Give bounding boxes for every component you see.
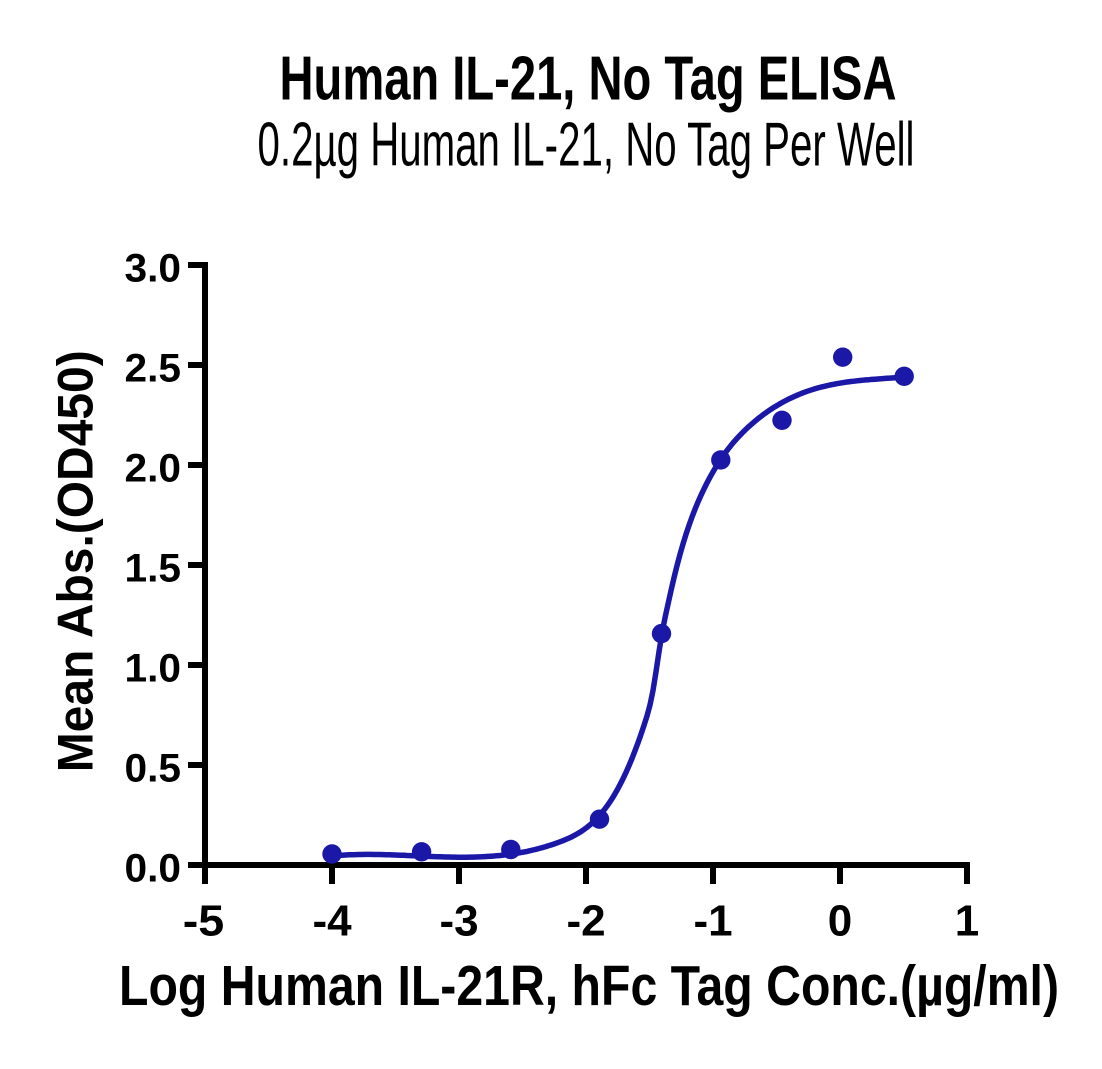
svg-text:Log Human IL-21R, hFc Tag Conc: Log Human IL-21R, hFc Tag Conc.(µg/ml) bbox=[119, 954, 1059, 1018]
svg-text:1.5: 1.5 bbox=[125, 546, 182, 590]
svg-text:0.0: 0.0 bbox=[125, 846, 182, 890]
svg-text:-4: -4 bbox=[312, 897, 352, 946]
svg-text:-1: -1 bbox=[693, 897, 732, 946]
svg-text:0.2µg Human IL-21, No Tag Per: 0.2µg Human IL-21, No Tag Per Well bbox=[258, 111, 915, 180]
svg-text:-2: -2 bbox=[566, 897, 605, 946]
svg-text:1.0: 1.0 bbox=[125, 646, 182, 690]
svg-text:0: 0 bbox=[828, 897, 852, 946]
svg-text:2.0: 2.0 bbox=[125, 446, 182, 490]
svg-text:-3: -3 bbox=[439, 897, 478, 946]
svg-text:-5: -5 bbox=[183, 897, 225, 946]
svg-text:1: 1 bbox=[955, 897, 979, 946]
svg-text:0.5: 0.5 bbox=[125, 746, 182, 790]
svg-text:3.0: 3.0 bbox=[125, 246, 182, 290]
svg-text:Human IL-21, No Tag ELISA: Human IL-21, No Tag ELISA bbox=[280, 45, 897, 114]
svg-text:2.5: 2.5 bbox=[125, 346, 182, 390]
svg-text:Mean Abs.(OD450): Mean Abs.(OD450) bbox=[48, 350, 104, 772]
